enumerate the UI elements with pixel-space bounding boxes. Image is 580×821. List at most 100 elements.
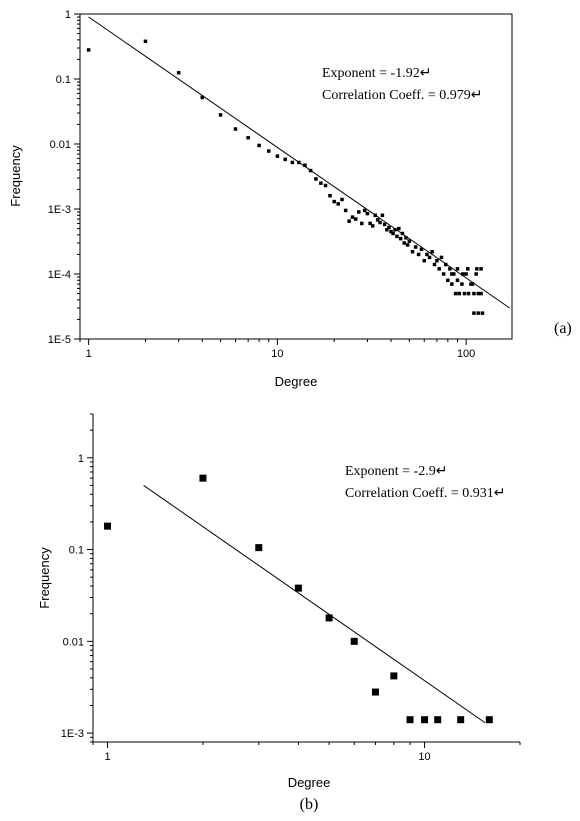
data-point: [430, 249, 434, 254]
data-point: [375, 218, 380, 222]
data-point: [474, 272, 478, 276]
data-point: [393, 227, 397, 232]
data-point: [370, 224, 375, 228]
data-point: [441, 272, 446, 276]
data-points: [104, 474, 493, 724]
data-point: [176, 70, 181, 75]
data-point: [373, 213, 377, 218]
data-points: [86, 39, 485, 315]
data-point: [328, 193, 332, 198]
data-point: [371, 688, 379, 696]
panel-a: 1 10 100 1 0.1 0.01 1E-3 1E-4 1E-5 Exponent = -1…: [8, 9, 572, 389]
data-point: [475, 267, 479, 271]
data-point: [290, 160, 295, 165]
tick-labels: 1 10 100 1 0.1 0.01 1E-3 1E-4 1E-5: [48, 9, 476, 360]
data-point: [400, 231, 405, 236]
data-point: [466, 291, 471, 296]
data-point: [86, 48, 91, 52]
data-point: [446, 278, 450, 283]
data-point: [476, 291, 481, 296]
data-point: [325, 614, 333, 622]
data-point: [427, 255, 432, 260]
data-point: [200, 95, 205, 100]
data-point: [479, 267, 483, 271]
data-point: [368, 221, 372, 226]
data-point: [466, 267, 470, 271]
fit-line: [143, 485, 486, 724]
annotation-correlation: Correlation Coeff. = 0.979↵: [322, 88, 483, 103]
y-tick-label: 1: [78, 453, 84, 465]
data-point: [340, 197, 344, 202]
annotation-exponent: Exponent = -2.9↵: [345, 464, 447, 479]
panel-label: (b): [300, 796, 319, 813]
data-point: [425, 252, 429, 257]
x-tick-label: 10: [271, 348, 283, 360]
data-point: [435, 258, 439, 263]
data-point: [255, 544, 263, 552]
annotation-exponent: Exponent = -1.92↵: [322, 66, 431, 81]
data-point: [450, 272, 454, 276]
x-axis-title: Degree: [275, 374, 318, 389]
x-tick-label: 10: [418, 751, 430, 763]
data-point: [406, 716, 414, 724]
y-tick-label: 1E-4: [48, 269, 71, 281]
x-tick-label: 1: [104, 751, 110, 763]
data-point: [434, 716, 442, 724]
data-point: [461, 272, 465, 276]
data-point: [319, 181, 323, 185]
x-tick-label: 100: [457, 348, 475, 360]
data-point: [421, 716, 429, 724]
data-point: [347, 219, 351, 223]
data-point: [218, 113, 223, 117]
y-tick-label: 0.01: [63, 636, 84, 648]
y-tick-label: 1E-3: [61, 728, 84, 740]
data-point: [485, 716, 493, 724]
data-point: [476, 311, 481, 315]
data-point: [462, 291, 467, 296]
data-point: [385, 227, 389, 232]
data-point: [410, 249, 415, 254]
y-tick-label: 1: [65, 9, 71, 21]
annotation-correlation: Correlation Coeff. = 0.931↵: [345, 486, 506, 501]
data-point: [472, 291, 476, 296]
y-axis-title: Frequency: [8, 145, 23, 207]
data-point: [365, 211, 370, 216]
data-point: [457, 291, 462, 296]
data-point: [143, 39, 148, 44]
y-axis-title: Frequency: [37, 547, 52, 609]
data-point: [350, 637, 358, 645]
panel-b: 1 10 1 0.1 0.01 1E-3 Exponent = -2.9↵ Correla…: [37, 413, 521, 813]
data-point: [432, 262, 437, 267]
data-point: [246, 135, 250, 140]
data-point: [397, 226, 401, 231]
data-point: [303, 163, 307, 168]
data-point: [283, 157, 287, 162]
y-tick-label: 0.1: [69, 545, 84, 557]
data-point: [419, 247, 424, 252]
data-point: [391, 231, 395, 236]
data-point: [413, 245, 418, 249]
data-point: [343, 208, 348, 213]
data-point: [104, 522, 112, 530]
data-point: [257, 143, 261, 148]
data-point: [360, 221, 364, 226]
data-point: [452, 272, 456, 276]
data-point: [266, 149, 271, 153]
data-point: [294, 584, 302, 592]
data-point: [402, 241, 406, 245]
data-point: [405, 243, 410, 247]
x-axis-title: Degree: [288, 775, 331, 790]
data-point: [332, 199, 336, 204]
data-point: [387, 225, 391, 230]
data-point: [308, 168, 313, 173]
data-point: [390, 672, 398, 680]
data-point: [416, 252, 421, 257]
data-point: [353, 217, 358, 221]
data-point: [439, 255, 444, 260]
data-point: [455, 278, 460, 283]
data-point: [470, 282, 475, 286]
data-point: [404, 236, 408, 240]
data-point: [323, 183, 328, 188]
data-point: [448, 267, 452, 271]
